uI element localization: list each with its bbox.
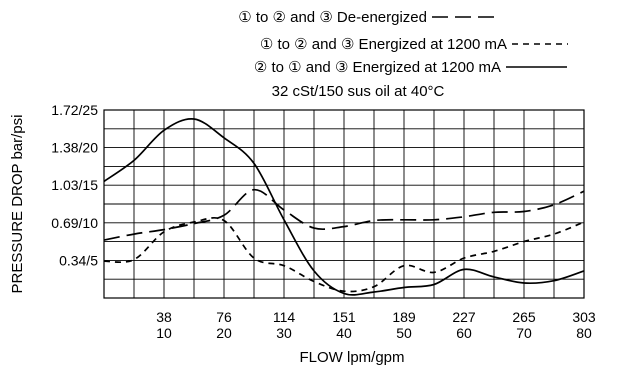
x-tick-label-gpm: 10	[156, 325, 172, 341]
x-axis-label: FLOW lpm/gpm	[299, 349, 404, 366]
x-tick-label-gpm: 30	[276, 325, 292, 341]
x-tick-label-lpm: 189	[392, 309, 416, 325]
plot-frame	[103, 109, 585, 299]
legend-entry-3: ② to ① and ③ Energized at 1200 mA	[254, 59, 501, 76]
x-tick-label-lpm: 76	[216, 309, 232, 325]
x-tick-label-gpm: 50	[396, 325, 412, 341]
x-tick-label-gpm: 60	[456, 325, 472, 341]
y-tick-label: 1.38/20	[51, 140, 98, 156]
series-group	[103, 118, 585, 296]
x-tick-label-lpm: 227	[452, 309, 476, 325]
y-tick-label: 1.03/15	[51, 177, 98, 193]
y-tick-label: 1.72/25	[51, 102, 98, 118]
y-tick-label: 0.69/10	[51, 215, 98, 231]
x-tick-label-gpm: 40	[336, 325, 352, 341]
y-tick-label: 0.34/5	[59, 252, 98, 268]
x-tick-label-lpm: 114	[273, 309, 296, 325]
x-tick-label-lpm: 303	[572, 309, 596, 325]
x-tick-label-lpm: 151	[332, 309, 356, 325]
legend-entry-1: ① to ② and ③ De-energized	[238, 9, 427, 26]
y-axis-label: PRESSURE DROP bar/psi	[9, 115, 26, 294]
series-line-3	[103, 118, 585, 296]
legend-entry-2: ① to ② and ③ Energized at 1200 mA	[260, 36, 507, 53]
x-tick-label-lpm: 265	[512, 309, 536, 325]
series-line-1	[103, 188, 585, 241]
x-tick-label-gpm: 20	[216, 325, 232, 341]
x-tick-label-gpm: 70	[516, 325, 532, 341]
x-tick-label-lpm: 38	[156, 309, 172, 325]
grid	[104, 110, 584, 298]
y-tick-labels: 0.34/5 0.69/10 1.03/15 1.38/20 1.72/25	[51, 102, 98, 268]
legend: ① to ② and ③ De-energized ① to ② and ③ E…	[238, 9, 568, 100]
x-tick-label-gpm: 80	[576, 325, 592, 341]
series-line-2	[103, 217, 585, 293]
chart-subtitle: 32 cSt/150 sus oil at 40°C	[272, 83, 445, 100]
